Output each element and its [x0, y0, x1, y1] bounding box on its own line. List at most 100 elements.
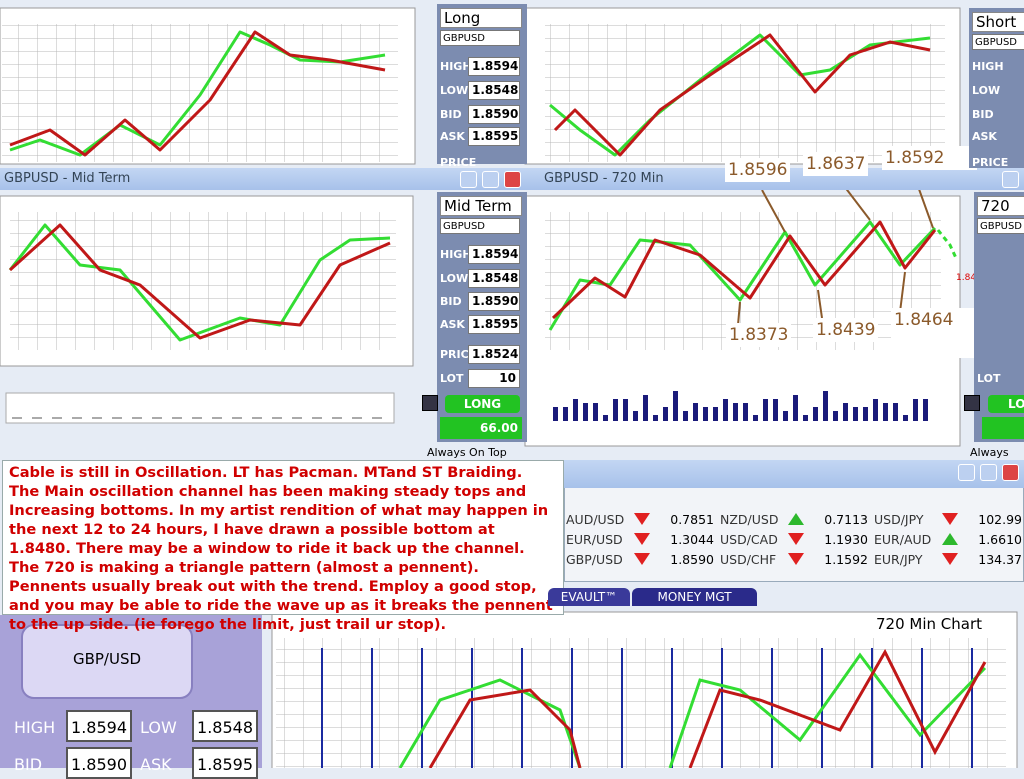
volume-bar	[583, 403, 588, 421]
volume-bar	[633, 411, 638, 421]
volume-bar	[903, 415, 908, 421]
volume-bar	[873, 399, 878, 421]
checkbox[interactable]: Always	[970, 446, 1009, 459]
volume-bar	[863, 407, 868, 421]
volume-bar	[733, 403, 738, 421]
pair: EUR/JPY	[874, 552, 923, 567]
volume-bar	[573, 399, 578, 421]
volume-bar	[613, 399, 618, 421]
trend-arrow	[788, 553, 804, 565]
price: 134.37	[978, 552, 1022, 567]
field-label: ASK	[140, 755, 172, 774]
chart-title: 720 Min Chart	[876, 615, 983, 633]
volume-bar	[593, 403, 598, 421]
field-label: LOW	[440, 84, 469, 97]
volume-bar	[913, 399, 918, 421]
volume-bar	[793, 395, 798, 421]
price: 102.99	[978, 512, 1022, 527]
field-value: 1.8590	[468, 105, 520, 124]
trend-arrow	[634, 553, 650, 565]
checkbox[interactable]: Always On Top	[427, 446, 507, 459]
trend-arrow	[942, 553, 958, 565]
field-label: HIGH	[440, 60, 472, 73]
trend-arrow	[634, 513, 650, 525]
volume-bar	[563, 407, 568, 421]
amount: 66.00	[440, 417, 522, 439]
field-value: 1.8590	[468, 292, 520, 311]
volume-bar	[853, 407, 858, 421]
maximize-button[interactable]	[482, 171, 499, 188]
price: 1.1592	[824, 552, 868, 567]
pair: USD/JPY	[874, 512, 924, 527]
long-button[interactable]: LO	[988, 395, 1024, 413]
title-bar	[564, 460, 1024, 488]
field-label: BID	[14, 755, 43, 774]
volume-bar	[693, 403, 698, 421]
panel-title: Mid Term	[440, 196, 522, 216]
price: 1.8590	[670, 552, 714, 567]
close-button[interactable]	[504, 171, 521, 188]
field-label: PRICE	[440, 348, 477, 361]
symbol-button[interactable]: GBP/USD	[72, 650, 142, 668]
field-label: LOT	[440, 372, 464, 385]
symbol-select[interactable]: GBPUSD	[440, 218, 520, 234]
field-value: 1.8594	[468, 57, 520, 76]
volume-bar	[753, 415, 758, 421]
volume-bar	[833, 411, 838, 421]
maximize-button[interactable]	[980, 464, 997, 481]
field-label: LOW	[440, 272, 469, 285]
pair: USD/CHF	[720, 552, 777, 567]
volume-bar	[923, 399, 928, 421]
trend-arrow	[942, 513, 958, 525]
price: 0.7851	[670, 512, 714, 527]
pair: AUD/USD	[566, 512, 625, 527]
pair: NZD/USD	[720, 512, 779, 527]
trend-arrow	[788, 513, 804, 525]
title-bar: GBPUSD - Mid Term	[0, 168, 522, 190]
amount	[982, 417, 1024, 439]
field-label: HIGH	[972, 60, 1004, 73]
annotation: 1.8373	[726, 323, 792, 347]
annotation: 1.8439	[813, 318, 879, 342]
panel-title: 720	[977, 196, 1024, 216]
field-label: BID	[440, 295, 462, 308]
long-button[interactable]: LONG	[445, 395, 520, 413]
field-label: ASK	[972, 130, 997, 143]
price: 1.1930	[824, 532, 868, 547]
field-label: BID	[440, 108, 462, 121]
symbol-select[interactable]: GBPUSD	[972, 34, 1024, 50]
field-label: ASK	[440, 130, 465, 143]
pair: EUR/AUD	[874, 532, 932, 547]
volume-bar	[803, 415, 808, 421]
field-label: LOT	[977, 372, 1001, 385]
tab[interactable]: EVAULT™	[548, 588, 630, 606]
save-icon[interactable]	[422, 395, 438, 411]
minimize-button[interactable]	[460, 171, 477, 188]
field-label: ASK	[440, 318, 465, 331]
field-label: PRICE	[972, 156, 1009, 169]
minimize-button[interactable]	[958, 464, 975, 481]
close-button[interactable]	[1002, 464, 1019, 481]
field-label: LOW	[972, 84, 1001, 97]
price: 0.7113	[824, 512, 868, 527]
price: 1.3044	[670, 532, 714, 547]
window-title: GBPUSD - 720 Min	[544, 171, 664, 186]
panel-title: Short	[972, 12, 1024, 32]
volume-bar	[643, 395, 648, 421]
save-icon[interactable]	[964, 395, 980, 411]
price: 1.6610	[978, 532, 1022, 547]
field-label: BID	[972, 108, 994, 121]
volume-bar	[723, 399, 728, 421]
symbol-select[interactable]: GBPUSD	[977, 218, 1024, 234]
volume-bar	[763, 399, 768, 421]
volume-bar	[663, 407, 668, 421]
field-label: HIGH	[14, 718, 56, 737]
volume-bar	[623, 399, 628, 421]
tab[interactable]: MONEY MGT	[632, 588, 757, 606]
volume-bar	[553, 407, 558, 421]
minimize-button[interactable]	[1002, 171, 1019, 188]
volume-bar	[713, 407, 718, 421]
symbol-select[interactable]: GBPUSD	[440, 30, 520, 46]
